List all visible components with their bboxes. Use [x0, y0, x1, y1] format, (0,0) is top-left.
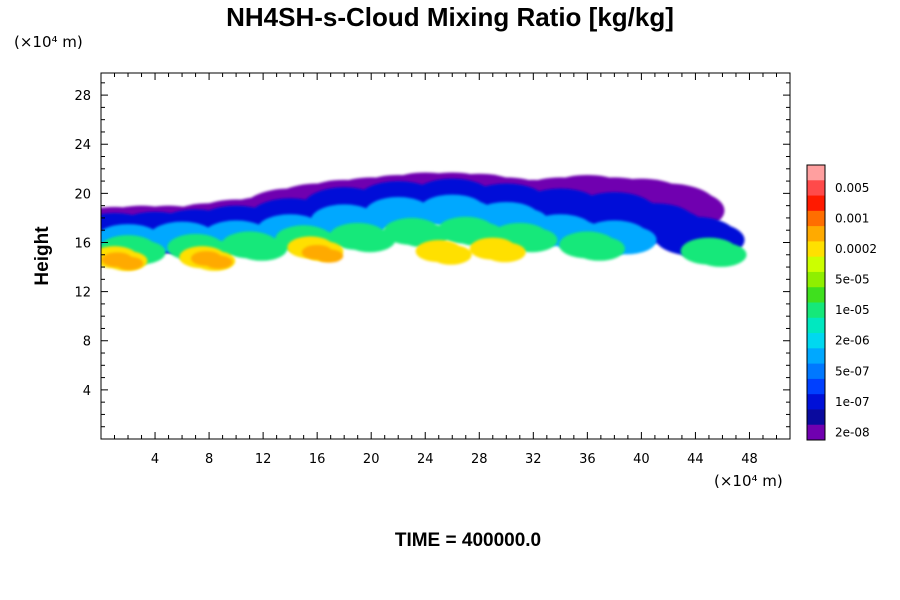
x-tick-label: 48: [741, 452, 758, 467]
colorbar-swatch: [807, 210, 825, 227]
y-tick-label: 20: [74, 187, 91, 202]
y-tick-label: 28: [74, 89, 91, 104]
colorbar-label: 0.001: [835, 211, 869, 225]
colorbar-label: 1e-05: [835, 303, 870, 317]
y-axis-label: Height: [32, 226, 53, 286]
x-tick-label: 28: [471, 452, 488, 467]
colorbar-swatch: [807, 165, 825, 181]
time-label: TIME = 400000.0: [394, 530, 542, 551]
colorbar-swatch: [807, 409, 825, 426]
cloud-cell: [574, 236, 625, 261]
y-tick-label: 16: [74, 236, 91, 251]
colorbar-swatch: [807, 394, 825, 410]
colorbar: 0.005 0.001 0.0002 5e-05 1e-05 2e-06 5e-07 1e-0…: [806, 164, 877, 441]
cloud-field: [101, 172, 747, 271]
cloud-cell: [236, 236, 288, 261]
colorbar-swatch: [807, 195, 825, 212]
colorbar-swatch: [807, 226, 825, 242]
colorbar-swatch: [807, 287, 825, 303]
cloud-cell: [315, 249, 344, 263]
colorbar-label: 0.005: [835, 181, 869, 195]
colorbar-label: 2e-08: [835, 425, 870, 439]
cloud-cell: [344, 227, 396, 253]
x-tick-label: 40: [633, 452, 650, 467]
colorbar-swatch: [807, 180, 825, 197]
x-tick-label: 8: [205, 452, 213, 467]
cloud-cell: [115, 256, 144, 271]
cloud-cell: [430, 244, 472, 265]
colorbar-swatch: [807, 378, 825, 395]
x-tick-label: 12: [255, 452, 272, 467]
colorbar-swatch: [807, 302, 825, 319]
colorbar-label: 0.0002: [835, 242, 877, 256]
y-tick-label: 24: [74, 138, 91, 153]
y-tick-label: 4: [83, 384, 91, 399]
y-axis: 4 8 12 16 20 24 28: [74, 82, 790, 428]
cloud-cell: [484, 242, 526, 263]
x-axis-unit: (×10⁴ m): [714, 472, 783, 490]
cloud-layer-5: [101, 244, 344, 271]
x-tick-label: 32: [525, 452, 542, 467]
colorbar-frame: [806, 164, 826, 441]
colorbar-label: 2e-06: [835, 334, 870, 348]
colorbar-swatch: [807, 317, 825, 334]
colorbar-label: 1e-07: [835, 395, 870, 409]
colorbar-swatch: [807, 271, 825, 288]
x-tick-label: 36: [579, 452, 596, 467]
colorbar-label: 5e-05: [835, 273, 870, 287]
y-tick-label: 8: [83, 335, 91, 350]
x-tick-label: 16: [309, 452, 326, 467]
plot-frame: [100, 72, 791, 440]
x-tick-label: 44: [687, 452, 704, 467]
colorbar-swatch: [807, 241, 825, 258]
y-tick-label: 12: [74, 286, 91, 301]
cloud-cell: [695, 242, 747, 267]
colorbar-swatch: [807, 363, 825, 380]
chart-title: NH4SH-s-Cloud Mixing Ratio [kg/kg]: [226, 2, 674, 32]
x-tick-label: 24: [417, 452, 434, 467]
x-tick-label: 4: [151, 452, 159, 467]
colorbar-swatch: [807, 333, 825, 349]
colorbar-swatch: [807, 424, 825, 441]
cloud-cell: [204, 255, 233, 269]
x-axis: 4 8 12 16 20 24 28 32 36 40 44 48: [114, 73, 777, 467]
colorbar-swatch: [807, 256, 825, 273]
colorbar-swatch: [807, 348, 825, 365]
y-axis-unit: (×10⁴ m): [14, 33, 83, 51]
x-tick-label: 20: [363, 452, 380, 467]
colorbar-label: 5e-07: [835, 364, 870, 378]
